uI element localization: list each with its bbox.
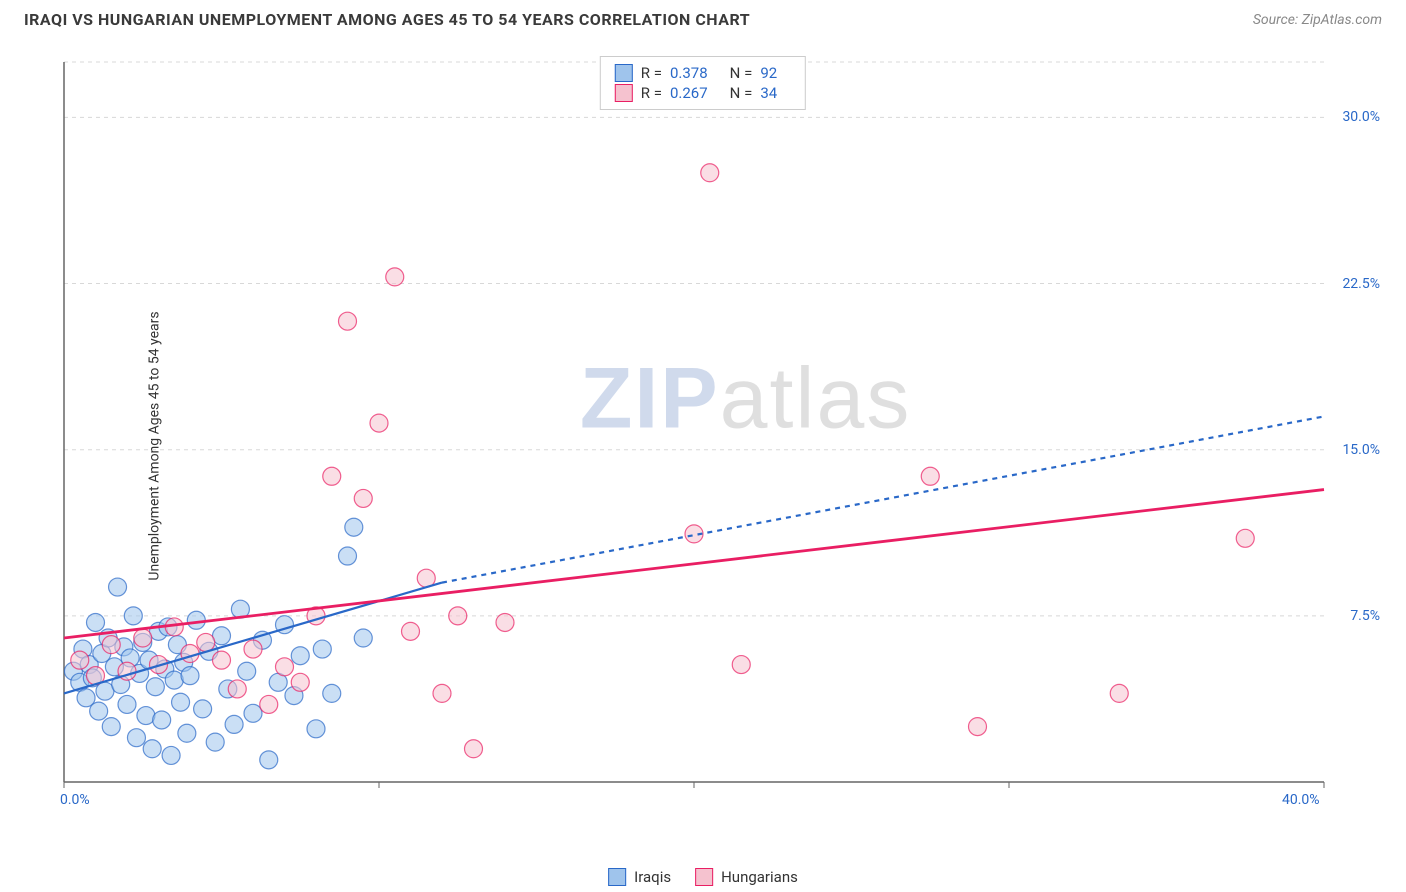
data-point	[109, 578, 127, 596]
chart-source: Source: ZipAtlas.com	[1253, 12, 1382, 28]
data-point	[165, 671, 183, 689]
n-label: N =	[730, 84, 753, 102]
trend-line	[64, 490, 1324, 638]
data-point	[370, 414, 388, 432]
stat-legend-row: R = 0.378 N = 92	[615, 63, 791, 83]
series-legend: Iraqis Hungarians	[608, 868, 798, 886]
data-point	[386, 268, 404, 286]
data-point	[228, 680, 246, 698]
r-value: 0.267	[670, 84, 708, 102]
data-point	[354, 629, 372, 647]
data-point	[87, 613, 105, 631]
data-point	[1236, 529, 1254, 547]
data-point	[244, 640, 262, 658]
data-point	[1110, 684, 1128, 702]
data-point	[143, 740, 161, 758]
data-point	[496, 613, 514, 631]
data-point	[71, 651, 89, 669]
data-point	[172, 693, 190, 711]
data-point	[213, 651, 231, 669]
data-point	[732, 656, 750, 674]
data-point	[181, 667, 199, 685]
data-point	[701, 164, 719, 182]
r-value: 0.378	[670, 64, 708, 82]
data-point	[90, 702, 108, 720]
series-legend-item: Iraqis	[608, 868, 671, 886]
data-point	[260, 751, 278, 769]
data-point	[194, 700, 212, 718]
data-point	[134, 629, 152, 647]
data-point	[313, 640, 331, 658]
chart-title: IRAQI VS HUNGARIAN UNEMPLOYMENT AMONG AG…	[24, 10, 750, 29]
data-point	[260, 695, 278, 713]
correlation-legend: R = 0.378 N = 92 R = 0.267 N = 34	[600, 56, 806, 110]
data-point	[238, 662, 256, 680]
data-point	[339, 547, 357, 565]
stat-legend-row: R = 0.267 N = 34	[615, 83, 791, 103]
data-point	[137, 707, 155, 725]
y-tick-label: 7.5%	[1350, 608, 1380, 624]
data-point	[354, 489, 372, 507]
legend-swatch	[615, 64, 633, 82]
data-point	[124, 607, 142, 625]
data-point	[225, 715, 243, 733]
data-point	[102, 636, 120, 654]
data-point	[102, 718, 120, 736]
legend-swatch	[695, 868, 713, 886]
data-point	[162, 746, 180, 764]
data-point	[291, 673, 309, 691]
n-label: N =	[730, 64, 753, 82]
scatter-plot	[54, 52, 1384, 822]
data-point	[307, 720, 325, 738]
x-tick-label: 0.0%	[60, 792, 90, 808]
data-point	[244, 704, 262, 722]
y-tick-label: 15.0%	[1342, 442, 1380, 458]
data-point	[127, 729, 145, 747]
legend-swatch	[608, 868, 626, 886]
data-point	[276, 658, 294, 676]
series-legend-item: Hungarians	[695, 868, 798, 886]
series-label: Iraqis	[634, 868, 671, 886]
data-point	[969, 718, 987, 736]
data-point	[449, 607, 467, 625]
x-tick-label: 40.0%	[1282, 792, 1320, 808]
data-point	[921, 467, 939, 485]
data-point	[323, 467, 341, 485]
n-value: 34	[760, 84, 777, 102]
trend-line	[442, 416, 1324, 582]
data-point	[206, 733, 224, 751]
data-point	[153, 711, 171, 729]
data-point	[465, 740, 483, 758]
n-value: 92	[760, 64, 777, 82]
data-point	[291, 647, 309, 665]
y-tick-label: 22.5%	[1342, 276, 1380, 292]
data-point	[178, 724, 196, 742]
legend-swatch	[615, 84, 633, 102]
chart-area: ZIPatlas 7.5%15.0%22.5%30.0% 0.0%40.0%	[54, 52, 1384, 822]
data-point	[339, 312, 357, 330]
r-label: R =	[641, 84, 662, 102]
data-point	[345, 518, 363, 536]
data-point	[146, 678, 164, 696]
chart-header: IRAQI VS HUNGARIAN UNEMPLOYMENT AMONG AG…	[0, 0, 1406, 33]
data-point	[402, 622, 420, 640]
series-label: Hungarians	[721, 868, 798, 886]
data-point	[118, 695, 136, 713]
data-point	[433, 684, 451, 702]
y-tick-label: 30.0%	[1342, 109, 1380, 125]
data-point	[197, 633, 215, 651]
r-label: R =	[641, 64, 662, 82]
data-point	[323, 684, 341, 702]
